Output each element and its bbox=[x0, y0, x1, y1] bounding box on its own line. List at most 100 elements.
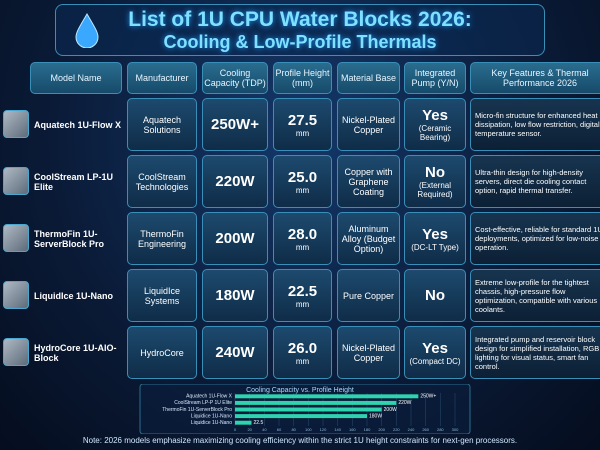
key-features: Extreme low-profile for the tightest cha… bbox=[470, 269, 600, 322]
category-label: Liquidice 1U-Nano bbox=[191, 413, 232, 419]
x-tick-label: 80 bbox=[291, 427, 296, 432]
height-value: 27.5 bbox=[287, 111, 318, 129]
cooling-capacity: 200W bbox=[202, 212, 268, 265]
category-label: CoolStream LP-P 1U Elite bbox=[174, 400, 232, 406]
category-label: Liquidice 1U-Nano bbox=[191, 420, 232, 426]
bar bbox=[235, 420, 252, 425]
x-tick-label: 140 bbox=[334, 427, 341, 432]
material-base: Nickel-Plated Copper bbox=[337, 326, 400, 379]
height-value: 26.0 bbox=[287, 339, 318, 357]
water-drop-icon bbox=[75, 13, 99, 48]
pump-answer: No bbox=[425, 164, 445, 181]
value-label: 180W bbox=[369, 413, 382, 419]
pump-answer: Yes bbox=[422, 107, 448, 124]
x-tick-label: 180 bbox=[364, 427, 371, 432]
x-tick-label: 60 bbox=[277, 427, 282, 432]
height-unit: mm bbox=[295, 128, 310, 138]
x-tick-label: 200 bbox=[378, 427, 385, 432]
x-tick-label: 100 bbox=[305, 427, 312, 432]
bar bbox=[235, 400, 397, 405]
pump-answer: Yes bbox=[422, 339, 448, 357]
pump-answer: No bbox=[425, 287, 445, 304]
column-header: Integrated Pump (Y/N) bbox=[404, 62, 466, 94]
pump-detail: (External Required) bbox=[417, 181, 453, 199]
manufacturer: HydroCore bbox=[127, 326, 197, 379]
x-tick-label: 0 bbox=[234, 427, 237, 432]
x-tick-label: 240 bbox=[408, 427, 415, 432]
height-unit: mm bbox=[295, 356, 310, 366]
pump-answer: Yes bbox=[422, 225, 448, 243]
value-label: 220W bbox=[398, 400, 411, 406]
x-tick-label: 260 bbox=[422, 427, 429, 432]
x-tick-label: 220 bbox=[393, 427, 400, 432]
column-header: Profile Height (mm) bbox=[273, 62, 332, 94]
title-box bbox=[55, 4, 545, 56]
integrated-pump: Yes (Compact DC) bbox=[404, 326, 466, 379]
key-features: Cost-effective, reliable for standard 1U… bbox=[470, 212, 600, 265]
manufacturer: ThermoFin Engineering bbox=[127, 212, 197, 265]
key-features: Integrated pump and reservoir block desi… bbox=[470, 326, 600, 379]
model-name: Aquatech 1U-Flow X bbox=[34, 119, 122, 130]
bar bbox=[235, 407, 382, 412]
chart-title: Cooling Capacity vs. Profile Height bbox=[246, 387, 354, 394]
bar bbox=[235, 414, 367, 419]
column-header: Cooling Capacity (TDP) bbox=[202, 62, 268, 94]
value-label: 200W bbox=[384, 407, 397, 413]
model-name: HydroCore 1U-AIO-Block bbox=[34, 342, 117, 363]
height-value: 28.0 bbox=[287, 225, 318, 243]
model-name: CoolStream LP-1U Elite bbox=[34, 171, 114, 192]
product-image bbox=[3, 110, 29, 138]
x-tick-label: 160 bbox=[349, 427, 356, 432]
material-base: Pure Copper bbox=[337, 269, 400, 322]
product-image bbox=[3, 224, 29, 252]
integrated-pump: No bbox=[404, 269, 466, 322]
title-line-2: Cooling & Low-Profile Thermals bbox=[163, 32, 437, 52]
integrated-pump: No (External Required) bbox=[404, 155, 466, 208]
manufacturer: LiquidIce Systems bbox=[127, 269, 197, 322]
integrated-pump: Yes (Ceramic Bearing) bbox=[404, 98, 466, 151]
manufacturer: Aquatech Solutions bbox=[127, 98, 197, 151]
column-header: Model Name bbox=[30, 62, 122, 94]
model-name: LiquidIce 1U-Nano bbox=[34, 290, 114, 301]
category-label: ThermoFin 1U-ServerBlock Pro bbox=[162, 407, 232, 413]
pump-detail: (Ceramic Bearing) bbox=[418, 124, 452, 142]
x-tick-label: 40 bbox=[262, 427, 267, 432]
column-header: Material Base bbox=[337, 62, 400, 94]
x-tick-label: 280 bbox=[437, 427, 444, 432]
pump-detail: (DC-LT Type) bbox=[411, 242, 459, 252]
profile-height: 25.0 mm bbox=[273, 155, 332, 208]
material-base: Nickel-Plated Copper bbox=[337, 98, 400, 151]
chart: Cooling Capacity vs. Profile Height 0 20 40… bbox=[139, 384, 471, 434]
height-value: 25.0 bbox=[287, 168, 318, 186]
category-label: Aquatech 1U-Flow X bbox=[186, 394, 233, 400]
column-header: Manufacturer bbox=[127, 62, 197, 94]
cooling-capacity: 250W+ bbox=[202, 98, 268, 151]
key-features: Ultra-thin design for high-density serve… bbox=[470, 155, 600, 208]
x-tick-label: 20 bbox=[247, 427, 252, 432]
profile-height: 27.5 mm bbox=[273, 98, 332, 151]
profile-height: 28.0 mm bbox=[273, 212, 332, 265]
profile-height: 26.0 mm bbox=[273, 326, 332, 379]
cooling-capacity: 240W bbox=[202, 326, 268, 379]
material-base: Aluminum Alloy (Budget Option) bbox=[337, 212, 400, 265]
value-label: 250W+ bbox=[420, 394, 436, 400]
height-unit: mm bbox=[295, 185, 310, 195]
key-features: Micro-fin structure for enhanced heat di… bbox=[470, 98, 600, 151]
pump-detail: (Compact DC) bbox=[409, 356, 461, 366]
bar bbox=[235, 394, 419, 399]
cooling-capacity: 180W bbox=[202, 269, 268, 322]
model-name: ThermoFin 1U-ServerBlock Pro bbox=[34, 228, 105, 249]
x-tick-label: 120 bbox=[320, 427, 327, 432]
column-header: Key Features & Thermal Performance 2026 bbox=[470, 62, 600, 94]
manufacturer: CoolStream Technologies bbox=[127, 155, 197, 208]
value-label: 22.5 bbox=[254, 420, 264, 426]
title-line-1: List of 1U CPU Water Blocks 2026: bbox=[128, 8, 472, 31]
product-image bbox=[3, 167, 29, 195]
material-base: Copper with Graphene Coating bbox=[337, 155, 400, 208]
product-image bbox=[3, 281, 29, 309]
height-unit: mm bbox=[295, 299, 310, 309]
x-tick-label: 300 bbox=[452, 427, 459, 432]
height-value: 22.5 bbox=[287, 282, 318, 300]
product-image bbox=[3, 338, 29, 366]
